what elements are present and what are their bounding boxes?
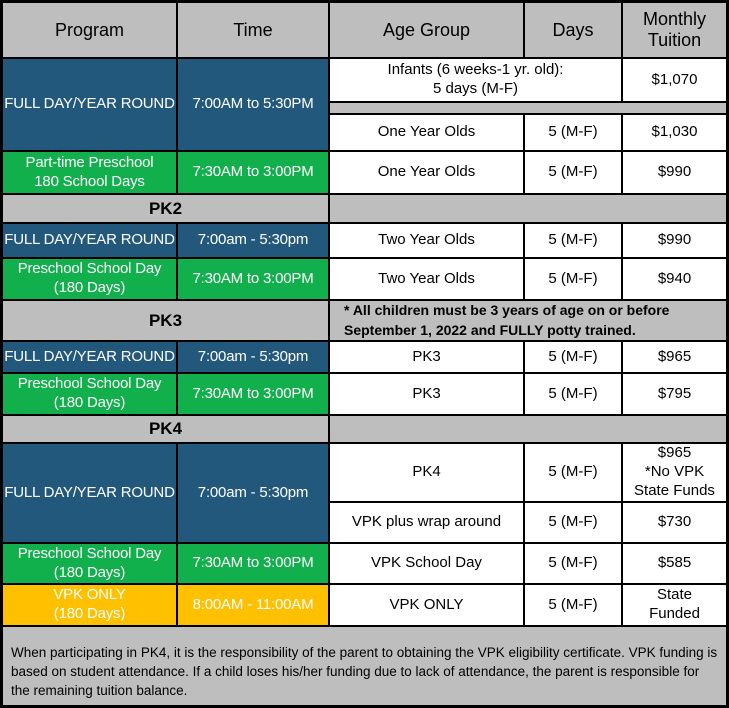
section-header-pk4: PK4 [3, 416, 328, 442]
pk2-school-day-time-cell: 7:30AM to 3:00PM [178, 259, 328, 299]
pk2-full-day-age-cell: Two Year Olds [330, 224, 523, 257]
one-year-olds-days-cell: 5 (M-F) [525, 115, 621, 150]
vpk-only-days-cell: 5 (M-F) [525, 585, 621, 625]
infants-age-cell: Infants (6 weeks-1 yr. old): 5 days (M-F… [330, 59, 621, 101]
vpk-school-day-age-cell: VPK School Day [330, 544, 523, 583]
pk3-full-day-age-cell: PK3 [330, 342, 523, 372]
vpk-school-day-days-cell: 5 (M-F) [525, 544, 621, 583]
column-header-days: Days [525, 3, 621, 57]
vpk-wrap-around-age-cell: VPK plus wrap around [330, 503, 523, 542]
infants-tuition-cell: $1,070 [623, 59, 726, 101]
vpk-only-age-cell: VPK ONLY [330, 585, 523, 625]
vpk-school-day-program-cell: Preschool School Day (180 Days) [3, 544, 176, 583]
pk4-age-cell: PK4 [330, 444, 523, 501]
vpk-school-day-tuition-cell: $585 [623, 544, 726, 583]
column-header-program: Program [3, 3, 176, 57]
part-time-days-cell: 5 (M-F) [525, 152, 621, 193]
footer-note: When participating in PK4, it is the res… [3, 627, 726, 705]
part-time-time-cell: 7:30AM to 3:00PM [178, 152, 328, 193]
vpk-wrap-around-tuition-cell: $730 [623, 503, 726, 542]
column-header-time: Time [178, 3, 328, 57]
pk4-full-day-time-cell: 7:00am - 5:30pm [178, 444, 328, 542]
pk2-full-day-time-cell: 7:00am - 5:30pm [178, 224, 328, 257]
pk2-school-day-age-cell: Two Year Olds [330, 259, 523, 299]
pk3-full-day-program-cell: FULL DAY/YEAR ROUND [3, 342, 176, 372]
pk2-full-day-days-cell: 5 (M-F) [525, 224, 621, 257]
infants-time-cell: 7:00AM to 5:30PM [178, 59, 328, 150]
section-header-pk4-filler [330, 416, 726, 442]
pk4-days-cell: 5 (M-F) [525, 444, 621, 501]
pk3-full-day-time-cell: 7:00am - 5:30pm [178, 342, 328, 372]
pk3-school-day-days-cell: 5 (M-F) [525, 374, 621, 414]
pk3-school-day-age-cell: PK3 [330, 374, 523, 414]
vpk-only-tuition-cell: State Funded [623, 585, 726, 625]
part-time-tuition-cell: $990 [623, 152, 726, 193]
pk2-full-day-tuition-cell: $990 [623, 224, 726, 257]
pk4-full-day-program-cell: FULL DAY/YEAR ROUND [3, 444, 176, 542]
pk3-full-day-tuition-cell: $965 [623, 342, 726, 372]
column-header-monthly-tuition: Monthly Tuition [623, 3, 726, 57]
pk3-full-day-days-cell: 5 (M-F) [525, 342, 621, 372]
separator-band [330, 103, 726, 113]
pk3-school-day-time-cell: 7:30AM to 3:00PM [178, 374, 328, 414]
pk3-school-day-tuition-cell: $795 [623, 374, 726, 414]
pk3-age-requirement-note: * All children must be 3 years of age on… [330, 301, 726, 340]
section-header-pk2-filler [330, 195, 726, 222]
section-header-pk2: PK2 [3, 195, 328, 222]
part-time-program-cell: Part-time Preschool 180 School Days [3, 152, 176, 193]
part-time-age-cell: One Year Olds [330, 152, 523, 193]
vpk-school-day-time-cell: 7:30AM to 3:00PM [178, 544, 328, 583]
pk2-school-day-tuition-cell: $940 [623, 259, 726, 299]
pk2-full-day-program-cell: FULL DAY/YEAR ROUND [3, 224, 176, 257]
vpk-only-program-cell: VPK ONLY (180 Days) [3, 585, 176, 625]
pk2-school-day-program-cell: Preschool School Day (180 Days) [3, 259, 176, 299]
pk3-school-day-program-cell: Preschool School Day (180 Days) [3, 374, 176, 414]
one-year-olds-tuition-cell: $1,030 [623, 115, 726, 150]
one-year-olds-age-cell: One Year Olds [330, 115, 523, 150]
pk2-school-day-days-cell: 5 (M-F) [525, 259, 621, 299]
vpk-only-time-cell: 8:00AM - 11:00AM [178, 585, 328, 625]
column-header-age-group: Age Group [330, 3, 523, 57]
vpk-wrap-around-days-cell: 5 (M-F) [525, 503, 621, 542]
pk4-tuition-cell: $965 *No VPK State Funds [623, 444, 726, 501]
section-header-pk3: PK3 [3, 301, 328, 340]
infants-program-cell: FULL DAY/YEAR ROUND [3, 59, 176, 150]
